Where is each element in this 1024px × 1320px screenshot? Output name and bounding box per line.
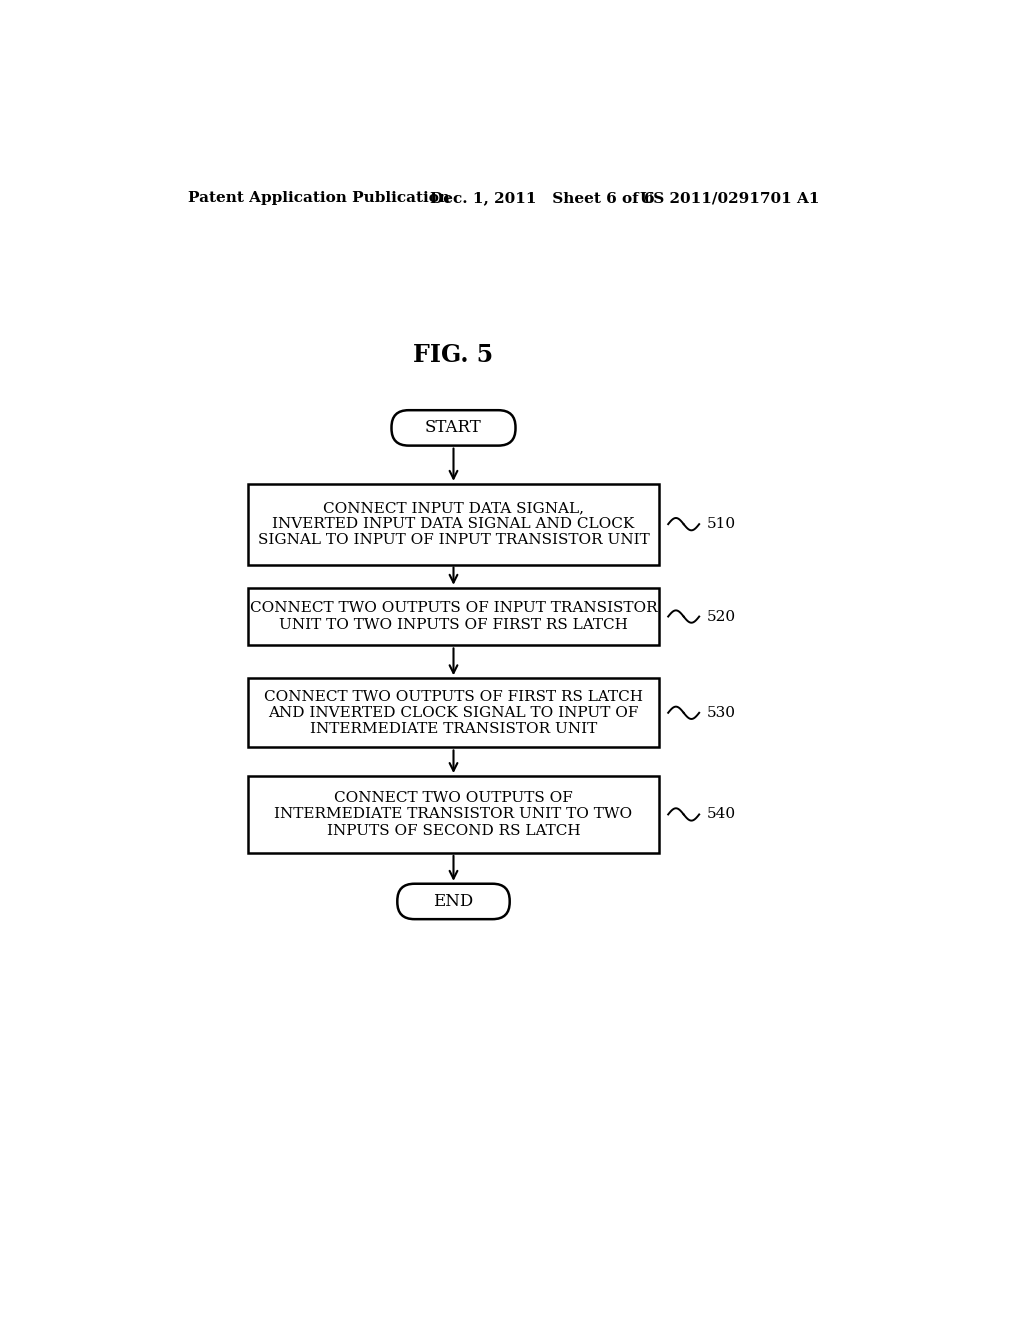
Bar xyxy=(248,678,658,747)
Bar xyxy=(248,587,658,645)
Bar xyxy=(248,483,658,565)
Text: Patent Application Publication: Patent Application Publication xyxy=(188,191,451,206)
Text: CONNECT TWO OUTPUTS OF FIRST RS LATCH
AND INVERTED CLOCK SIGNAL TO INPUT OF
INTE: CONNECT TWO OUTPUTS OF FIRST RS LATCH AN… xyxy=(264,689,643,737)
Text: 520: 520 xyxy=(707,610,736,623)
Text: CONNECT TWO OUTPUTS OF
INTERMEDIATE TRANSISTOR UNIT TO TWO
INPUTS OF SECOND RS L: CONNECT TWO OUTPUTS OF INTERMEDIATE TRAN… xyxy=(274,791,633,838)
Text: END: END xyxy=(433,892,474,909)
Text: START: START xyxy=(425,420,482,437)
Text: CONNECT TWO OUTPUTS OF INPUT TRANSISTOR
UNIT TO TWO INPUTS OF FIRST RS LATCH: CONNECT TWO OUTPUTS OF INPUT TRANSISTOR … xyxy=(250,602,657,632)
Text: Dec. 1, 2011   Sheet 6 of 6: Dec. 1, 2011 Sheet 6 of 6 xyxy=(430,191,655,206)
FancyBboxPatch shape xyxy=(397,884,510,919)
Text: 530: 530 xyxy=(707,706,736,719)
Text: 540: 540 xyxy=(707,808,736,821)
FancyBboxPatch shape xyxy=(391,411,515,446)
Text: 510: 510 xyxy=(707,517,736,531)
Bar xyxy=(248,776,658,853)
Text: US 2011/0291701 A1: US 2011/0291701 A1 xyxy=(640,191,819,206)
Text: CONNECT INPUT DATA SIGNAL,
INVERTED INPUT DATA SIGNAL AND CLOCK
SIGNAL TO INPUT : CONNECT INPUT DATA SIGNAL, INVERTED INPU… xyxy=(258,502,649,548)
Text: FIG. 5: FIG. 5 xyxy=(414,343,494,367)
